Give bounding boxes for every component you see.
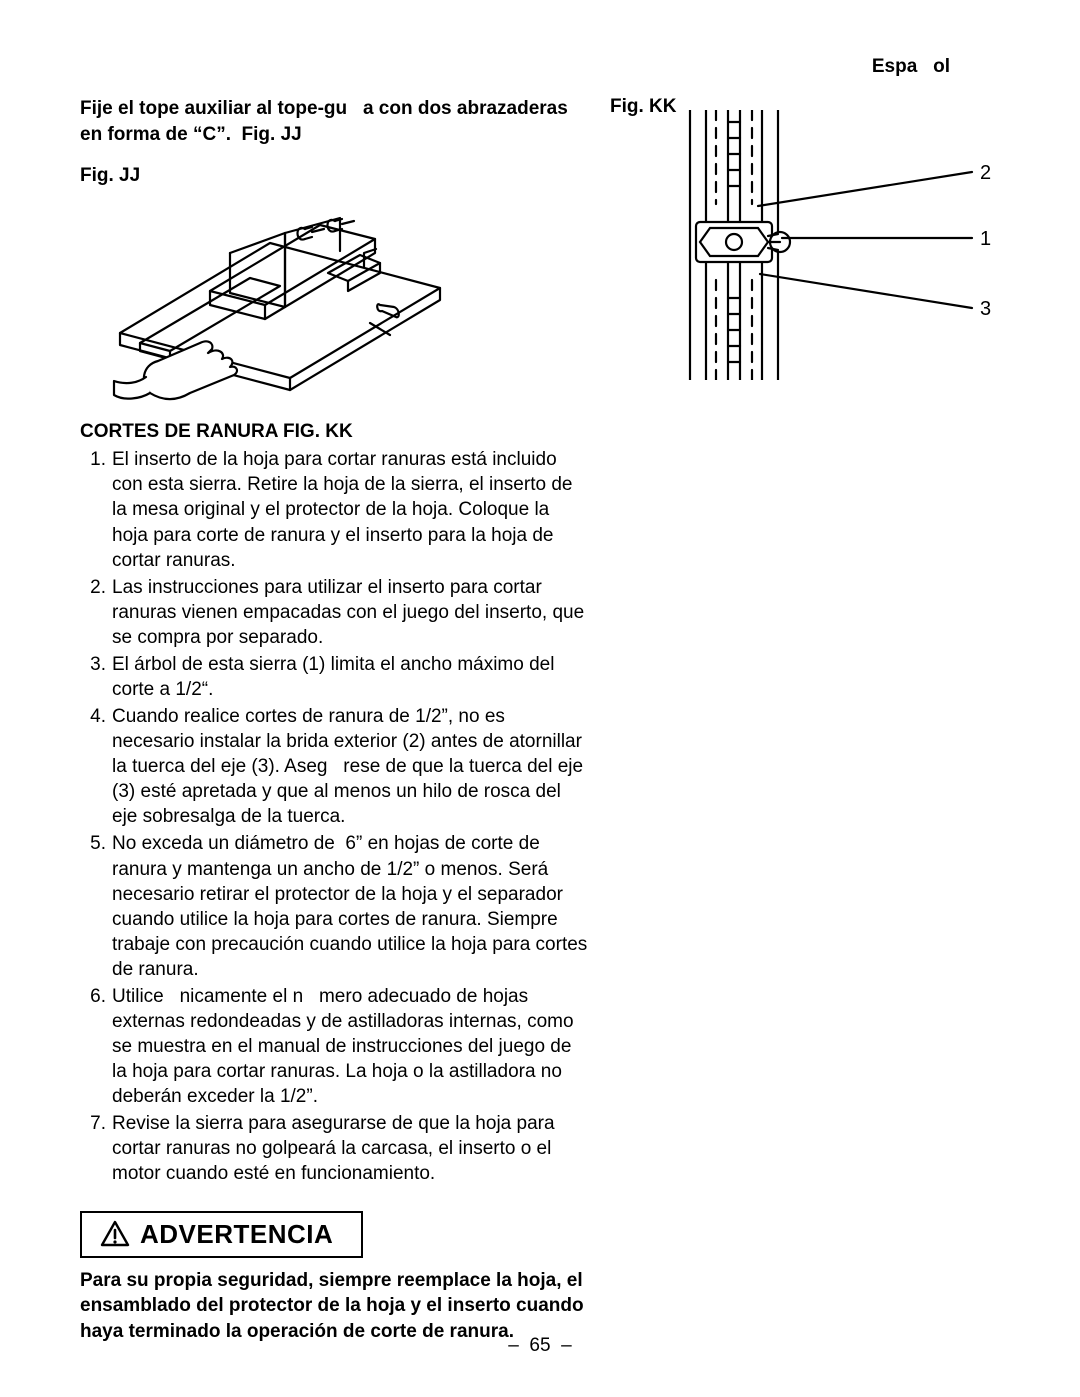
section-title: CORTES DE RANURA FIG. KK	[80, 421, 590, 443]
content-columns: Fije el tope auxiliar al tope-gu a con d…	[80, 96, 1020, 1344]
steps-list: 1.El inserto de la hoja para cortar ranu…	[80, 447, 590, 1186]
step-number: 1.	[80, 447, 112, 572]
step-number: 6.	[80, 984, 112, 1109]
fig-jj-label: Fig. JJ	[80, 165, 590, 187]
step-number: 3.	[80, 652, 112, 702]
step-number: 5.	[80, 831, 112, 981]
step-text: El inserto de la hoja para cortar ranura…	[112, 447, 590, 572]
warning-text: Para su propia seguridad, siempre reempl…	[80, 1268, 590, 1345]
page-number: – 65 –	[0, 1335, 1080, 1357]
manual-page: Espa ol Fije el tope auxiliar al tope-gu…	[0, 0, 1080, 1397]
intro-text: Fije el tope auxiliar al tope-gu a con d…	[80, 96, 590, 147]
step-text: Cuando realice cortes de ranura de 1/2”,…	[112, 704, 590, 829]
list-item: 6.Utilice nicamente el n mero adecuado d…	[80, 984, 590, 1109]
fig-kk-illustration	[650, 110, 1010, 385]
list-item: 2.Las instrucciones para utilizar el ins…	[80, 575, 590, 650]
list-item: 1.El inserto de la hoja para cortar ranu…	[80, 447, 590, 572]
warning-label: ADVERTENCIA	[140, 1219, 333, 1250]
step-text: Las instrucciones para utilizar el inser…	[112, 575, 590, 650]
fig-kk-callout-3: 3	[980, 298, 991, 321]
warning-triangle-icon	[100, 1220, 130, 1248]
fig-kk-callout-1: 1	[980, 228, 991, 251]
list-item: 3.El árbol de esta sierra (1) limita el …	[80, 652, 590, 702]
fig-jj-illustration	[80, 193, 460, 403]
step-number: 4.	[80, 704, 112, 829]
list-item: 5.No exceda un diámetro de 6” en hojas d…	[80, 831, 590, 981]
warning-box: ADVERTENCIA	[80, 1211, 363, 1258]
step-text: Revise la sierra para asegurarse de que …	[112, 1111, 590, 1186]
list-item: 4.Cuando realice cortes de ranura de 1/2…	[80, 704, 590, 829]
language-label: Espa ol	[872, 56, 950, 78]
step-text: El árbol de esta sierra (1) limita el an…	[112, 652, 590, 702]
left-column: Fije el tope auxiliar al tope-gu a con d…	[80, 96, 610, 1344]
right-column: Fig. KK	[610, 96, 1020, 1344]
step-number: 7.	[80, 1111, 112, 1186]
fig-kk-callout-2: 2	[980, 162, 991, 185]
step-number: 2.	[80, 575, 112, 650]
step-text: No exceda un diámetro de 6” en hojas de …	[112, 831, 590, 981]
step-text: Utilice nicamente el n mero adecuado de …	[112, 984, 590, 1109]
list-item: 7.Revise la sierra para asegurarse de qu…	[80, 1111, 590, 1186]
